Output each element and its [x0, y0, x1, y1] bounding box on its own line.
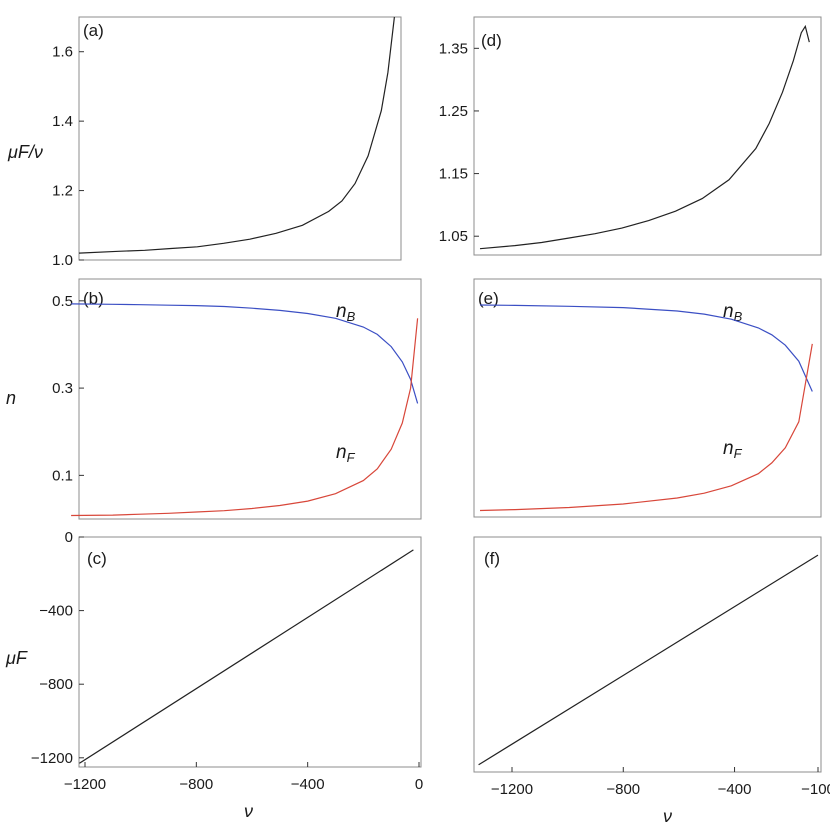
panel-f-frame	[473, 536, 822, 773]
panel-d-series-curve	[479, 24, 810, 250]
panel-label-a: (a)	[83, 21, 104, 40]
panel-d-ytick-label: 1.15	[439, 166, 468, 183]
panel-b-frame	[78, 278, 422, 520]
panel-c-series-curve	[79, 549, 414, 764]
panel-c-xtick-label: −800	[179, 776, 213, 793]
panel-a-ytick-label: 1.4	[52, 113, 73, 130]
curve-label-nB-left: nB	[336, 301, 356, 324]
panel-a-ytick-label: 1.0	[52, 252, 73, 269]
panel-label-c: (c)	[87, 549, 107, 568]
panel-b-series-nB	[71, 303, 419, 404]
panel-c-ytick-label: 0	[65, 529, 73, 546]
panel-label-d: (d)	[481, 31, 502, 50]
panel-c-xtick-label: 0	[415, 776, 423, 793]
chart-marks: 1.0 1.2 1.4 1.6 0.1 0.3 0.5 −1200 −800 −400 0 −1200…	[31, 16, 830, 798]
curve-label-nF-left: nF	[336, 442, 356, 465]
panel-b-ytick-label: 0.1	[52, 467, 73, 484]
ylabel-top: μF/ν	[7, 142, 43, 162]
panel-c-xtick-label: −400	[291, 776, 325, 793]
panel-c-frame	[78, 536, 422, 768]
panel-c-xtick-label: −1200	[64, 776, 106, 793]
ylabel-bottom: μF	[5, 648, 28, 668]
panel-f-xtick-label: −1200	[491, 781, 533, 798]
panel-b-series-nF	[71, 318, 419, 517]
xlabel-right: ν	[663, 806, 672, 826]
panel-e-frame	[473, 278, 822, 518]
panel-a-ytick-label: 1.2	[52, 183, 73, 200]
panel-f-xtick-label: −100	[801, 781, 830, 798]
curve-label-nF-right: nF	[723, 438, 743, 461]
panel-a-ytick-label: 1.6	[52, 44, 73, 61]
panel-f-xtick-label: −400	[718, 781, 752, 798]
ylabel-mid: n	[6, 388, 16, 408]
panel-f-series-curve	[478, 554, 819, 766]
panel-e-series-nF	[479, 343, 813, 512]
panel-d-ytick-label: 1.05	[439, 228, 468, 245]
panel-a-series-curve	[78, 16, 395, 254]
panel-label-b: (b)	[83, 289, 104, 308]
xlabel-left: ν	[244, 801, 253, 821]
panel-e-series-nB	[479, 304, 813, 392]
panel-label-e: (e)	[478, 289, 499, 308]
panel-b-ytick-label: 0.5	[52, 293, 73, 310]
panel-label-f: (f)	[484, 549, 500, 568]
panel-a-frame	[78, 16, 402, 261]
panel-d-ytick-label: 1.35	[439, 40, 468, 57]
panel-c-ytick-label: −800	[39, 676, 73, 693]
curve-label-nB-right: nB	[723, 301, 743, 324]
panel-b-ytick-label: 0.3	[52, 380, 73, 397]
panel-d-frame	[473, 16, 822, 256]
panel-c-ytick-label: −400	[39, 603, 73, 620]
panel-c-ytick-label: −1200	[31, 750, 73, 767]
panel-f-xtick-label: −800	[606, 781, 640, 798]
panel-d-ytick-label: 1.25	[439, 103, 468, 120]
